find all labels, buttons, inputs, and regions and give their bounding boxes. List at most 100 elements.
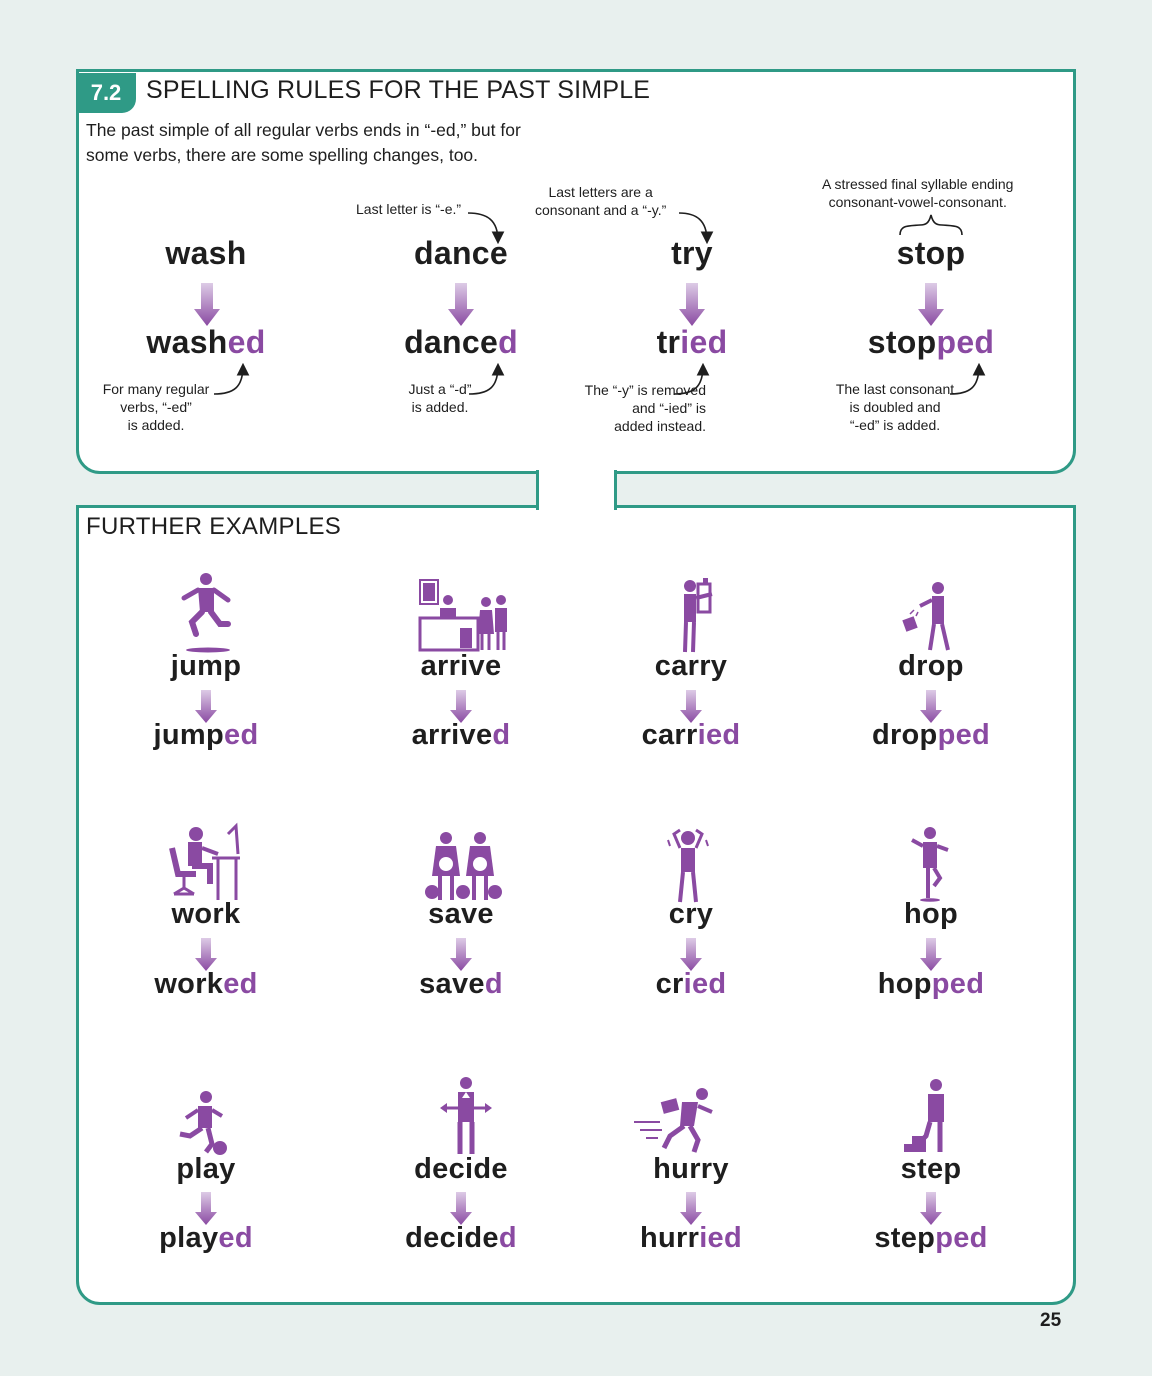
past-suffix: d (484, 968, 503, 1000)
rule-note-below-try: The “-y” is removed and “-ied” is added … (584, 382, 706, 434)
past-suffix: ed (218, 1222, 253, 1254)
rule-past-word-danced: danced (341, 324, 581, 361)
examples-panel (76, 505, 1076, 1305)
past-stem: carr (641, 719, 698, 751)
past-suffix: ied (683, 968, 727, 1000)
past-suffix: ied (697, 719, 741, 751)
rule-note-above-dance: Last letter is “-e.” (356, 201, 462, 217)
example-past-word: stepped (811, 1222, 1051, 1255)
down-arrow-icon (680, 1192, 702, 1225)
past-stem: drop (871, 719, 938, 751)
past-suffix: d (498, 324, 518, 360)
past-suffix: ped (935, 1222, 988, 1254)
rule-past-word-tried: tried (572, 324, 812, 361)
past-stem: hop (877, 968, 932, 1000)
rule-note-below-stop: The last consonant is doubled and “-ed” … (835, 381, 955, 433)
rule-down-arrow-wash (194, 283, 220, 326)
example-base-word: arrive (420, 650, 502, 682)
example-base-word: save (428, 898, 494, 930)
rule-pointer-arrow-stopped (949, 362, 986, 395)
rule-note-above-try: Last letters are a consonant and a “-y.” (535, 184, 667, 218)
down-arrow-icon (920, 690, 942, 723)
past-suffix: ped (936, 324, 995, 360)
past-stem: play (159, 1222, 219, 1254)
intro-text: The past simple of all regular verbs end… (86, 120, 521, 165)
example-past-word: dropped (811, 719, 1051, 752)
down-arrow-icon (195, 1192, 217, 1225)
past-stem: arrive (411, 719, 493, 751)
past-suffix: ped (937, 719, 991, 751)
rule-pointer-arrow-tried (673, 362, 710, 395)
down-arrow-icon (450, 938, 472, 971)
person-carrying-box-icon (683, 578, 713, 653)
example-base-word: decide (414, 1153, 508, 1185)
example-past-word: arrived (341, 719, 581, 752)
rule-pointer-arrow-dance (467, 212, 505, 245)
rule-note-above-stop: A stressed final syllable ending consona… (822, 176, 1014, 210)
past-suffix: ed (227, 324, 266, 360)
example-base-word: hurry (653, 1153, 729, 1185)
past-suffix: d (498, 1222, 517, 1254)
rules-panel (76, 69, 1076, 474)
money-bags-couple-icon (425, 832, 502, 900)
brace-icon (899, 214, 963, 236)
rule-pointer-arrow-washed (213, 362, 250, 395)
rule-down-arrow-try (679, 283, 705, 326)
rule-note-below-dance: Just a “-d” is added. (408, 381, 472, 415)
down-arrow-icon (195, 938, 217, 971)
past-suffix: ed (224, 719, 259, 751)
rule-base-word-dance: dance (414, 235, 508, 271)
past-stem: jump (153, 719, 225, 751)
rule-base-word-try: try (671, 235, 713, 271)
example-past-word: carried (571, 719, 811, 752)
further-examples-title: FURTHER EXAMPLES (86, 513, 342, 540)
jumping-person-icon (181, 573, 231, 653)
rule-pointer-arrow-danced (468, 362, 505, 395)
rule-base-word-wash: wash (165, 235, 247, 271)
past-stem: wash (146, 324, 228, 360)
past-stem: step (874, 1222, 936, 1254)
hotel-reception-icon (418, 579, 507, 652)
rule-down-arrow-stop (918, 283, 944, 326)
page-number: 25 (1040, 1310, 1062, 1331)
down-arrow-icon (680, 938, 702, 971)
down-arrow-icon (920, 1192, 942, 1225)
example-past-word: jumped (86, 719, 326, 752)
rule-pointer-arrow-try (678, 212, 714, 245)
past-stem: decide (405, 1222, 499, 1254)
example-past-word: played (86, 1222, 326, 1255)
rule-down-arrow-dance (448, 283, 474, 326)
section-title: SPELLING RULES FOR THE PAST SIMPLE (146, 76, 651, 104)
past-stem: dance (404, 324, 499, 360)
past-stem: work (154, 968, 224, 1000)
past-suffix: d (492, 719, 511, 751)
rule-note-below-wash: For many regular verbs, “-ed” is added. (102, 381, 210, 433)
down-arrow-icon (680, 690, 702, 723)
rule-base-word-stop: stop (896, 235, 966, 271)
example-base-word: play (176, 1153, 236, 1185)
person-choosing-direction-icon (440, 1077, 492, 1154)
panel-connector (536, 470, 617, 510)
example-past-word: hopped (811, 968, 1051, 1001)
example-base-word: cry (668, 898, 714, 930)
past-suffix: ped (931, 968, 985, 1000)
hopping-person-icon (911, 827, 949, 902)
example-past-word: decided (341, 1222, 581, 1255)
crying-person-icon (667, 828, 709, 903)
past-suffix: ied (699, 1222, 742, 1254)
rule-past-word-washed: washed (86, 324, 326, 361)
example-base-word: carry (654, 650, 728, 682)
rule-past-word-stopped: stopped (811, 324, 1051, 361)
example-past-word: saved (341, 968, 581, 1001)
example-base-word: drop (898, 650, 964, 682)
down-arrow-icon (450, 1192, 472, 1225)
past-stem: tr (656, 324, 681, 360)
example-past-word: hurried (571, 1222, 811, 1255)
section-number: 7.2 (76, 73, 136, 113)
down-arrow-icon (195, 690, 217, 723)
past-stem: save (419, 968, 485, 1000)
past-stem: hurr (639, 1222, 700, 1254)
past-suffix: ed (223, 968, 258, 1000)
past-stem: stop (867, 324, 937, 360)
football-player-icon (179, 1091, 227, 1155)
